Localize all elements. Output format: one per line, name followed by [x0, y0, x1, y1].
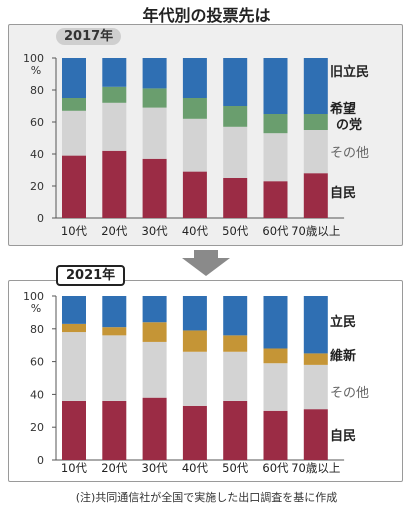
bar-segment — [102, 86, 127, 103]
bar-segment — [303, 296, 328, 354]
bar-segment — [303, 130, 328, 174]
bar-segment — [142, 296, 167, 323]
bar-segment — [263, 296, 288, 349]
bar-segment — [303, 114, 328, 130]
y-tick-label: 40 — [30, 388, 44, 401]
x-tick-label: 60代 — [262, 461, 289, 475]
y-tick-label: 20 — [30, 180, 44, 193]
y-tick-label: 60 — [30, 116, 44, 129]
year-label-2017: 2017年 — [56, 28, 122, 45]
down-arrow-icon — [182, 250, 230, 276]
bar-segment — [102, 102, 127, 151]
bar-segment — [182, 98, 207, 119]
bar-segment — [102, 296, 127, 328]
x-tick-label: 40代 — [182, 461, 209, 475]
legend-label: 立民 — [330, 314, 356, 330]
bar-segment — [142, 107, 167, 159]
legend-label: 自民 — [330, 185, 356, 201]
bar-segment — [263, 114, 288, 134]
bar-segment — [102, 400, 127, 460]
x-tick-label: 30代 — [142, 224, 169, 238]
x-tick-label: 50代 — [222, 224, 249, 238]
year-label-2021: 2021年 — [56, 265, 126, 286]
bar-segment — [223, 400, 248, 460]
bar-segment — [182, 58, 207, 98]
x-tick-label: 20代 — [101, 461, 128, 475]
bar-segment — [303, 409, 328, 460]
x-tick-label: 30代 — [142, 461, 169, 475]
y-tick-label: 100 — [23, 52, 44, 65]
bar-segment — [223, 351, 248, 401]
bar-segment — [263, 363, 288, 411]
y-tick-label: 0 — [37, 454, 44, 467]
x-tick-label: 70歳以上 — [291, 461, 340, 475]
legend-label: 維新 — [330, 348, 356, 364]
bar-segment — [182, 171, 207, 218]
bar-segment — [182, 330, 207, 352]
x-tick-label: 60代 — [262, 224, 289, 238]
bar-segment — [303, 353, 328, 365]
legend-label: その他 — [330, 386, 369, 401]
y-unit-label: % — [31, 302, 41, 315]
bar-segment — [263, 348, 288, 364]
x-tick-label: 10代 — [61, 461, 88, 475]
bar-segment — [303, 364, 328, 410]
bar-segment — [142, 58, 167, 89]
legend-label: その他 — [330, 146, 369, 161]
bar-segment — [102, 150, 127, 218]
bar-segment — [182, 351, 207, 406]
footnote: (注)共同通信社が全国で実施した出口調査を基に作成 — [75, 491, 338, 504]
bar-segment — [142, 158, 167, 218]
legend-label: 旧立民 — [330, 64, 369, 80]
bar-segment — [303, 58, 328, 114]
bar-segment — [303, 173, 328, 218]
bar-segment — [142, 88, 167, 108]
bar-segment — [62, 110, 86, 156]
x-tick-label: 10代 — [61, 224, 88, 238]
bar-segment — [102, 335, 127, 401]
chart-title: 年代別の投票先は — [142, 6, 271, 25]
bar-segment — [223, 126, 248, 178]
bar-segment — [223, 58, 248, 106]
bar-segment — [62, 98, 86, 111]
bar-segment — [182, 405, 207, 460]
x-tick-label: 20代 — [101, 224, 128, 238]
legend-label: の党 — [336, 117, 362, 133]
legend-label: 自民 — [330, 428, 356, 444]
bar-segment — [102, 327, 127, 336]
bar-segment — [142, 397, 167, 460]
bar-segment — [142, 322, 167, 342]
y-tick-label: 100 — [23, 290, 44, 303]
bar-segment — [223, 335, 248, 352]
bar-segment — [62, 296, 86, 324]
x-tick-label: 70歳以上 — [291, 224, 340, 238]
bar-segment — [263, 58, 288, 114]
y-tick-label: 40 — [30, 148, 44, 161]
x-tick-label: 40代 — [182, 224, 209, 238]
bar-segment — [62, 400, 86, 460]
bar-segment — [62, 323, 86, 333]
bar-segment — [263, 181, 288, 218]
y-tick-label: 20 — [30, 421, 44, 434]
y-tick-label: 0 — [37, 212, 44, 225]
bar-segment — [263, 410, 288, 460]
bar-segment — [223, 106, 248, 127]
x-tick-label: 50代 — [222, 461, 249, 475]
y-tick-label: 80 — [30, 323, 44, 336]
bar-segment — [62, 58, 86, 98]
bar-segment — [142, 341, 167, 398]
y-unit-label: % — [31, 64, 41, 77]
bar-segment — [62, 155, 86, 218]
bar-segment — [223, 296, 248, 336]
y-tick-label: 60 — [30, 356, 44, 369]
bar-segment — [263, 133, 288, 182]
bar-segment — [102, 58, 127, 87]
bar-segment — [223, 178, 248, 218]
bar-segment — [182, 118, 207, 172]
legend-label: 希望 — [330, 101, 356, 117]
y-tick-label: 80 — [30, 84, 44, 97]
bar-segment — [62, 332, 86, 401]
bar-segment — [182, 296, 207, 331]
